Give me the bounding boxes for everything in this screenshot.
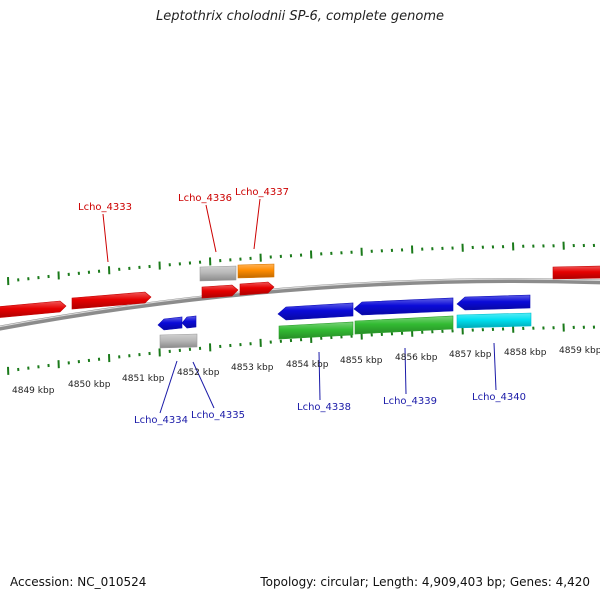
scale-label: 4853 kbp [231,363,274,373]
lcho-4334-connector [159,360,178,414]
feature-gray-1 [199,265,237,282]
scale-label: 4855 kbp [340,356,383,366]
feature-cyan-1 [456,312,532,329]
scale-label: 4850 kbp [68,380,111,390]
scale-labels: 4849 kbp 4850 kbp 4851 kbp 4852 kbp 4853 kbp… [12,346,600,396]
lcho-4339-connector [404,347,407,395]
feature-blue-5 [456,294,531,311]
feature-blue-4 [353,297,454,316]
lcho-4336-label[interactable]: Lcho_4336 [178,193,232,204]
accession-text: Accession: NC_010524 [10,575,147,589]
lcho-4338-label[interactable]: Lcho_4338 [297,402,351,413]
lcho-4340-label[interactable]: Lcho_4340 [472,392,526,403]
feature-track [0,263,600,349]
feature-blue-1 [157,316,183,331]
feature-green-2 [354,315,454,335]
lcho-4333-connector [102,213,109,263]
lcho-4338-connector [318,351,321,401]
scale-label: 4851 kbp [122,374,165,384]
feature-orange-1 [237,263,275,279]
lcho-4336-connector [205,204,217,253]
lcho-4337-label[interactable]: Lcho_4337 [235,187,289,198]
feature-red-5 [552,265,600,280]
label-connectors [102,198,497,414]
scale-label: 4858 kbp [504,348,547,358]
inner-tick-track [7,323,596,375]
feature-red-3 [201,284,239,299]
lcho-4335-connector [192,361,215,409]
scale-label: 4854 kbp [286,360,329,370]
scale-label: 4856 kbp [395,353,438,363]
feature-green-1 [278,321,354,340]
lcho-4333-label[interactable]: Lcho_4333 [78,202,132,213]
feature-red-4 [239,281,275,296]
lcho-4335-label[interactable]: Lcho_4335 [191,410,245,421]
feature-red-1 [0,300,67,318]
scale-label: 4852 kbp [177,368,220,378]
scale-label: 4849 kbp [12,386,55,396]
feature-blue-3 [277,302,354,321]
feature-red-2 [71,291,152,310]
genome-backbone-highlight [0,278,600,328]
scale-label: 4859 kbp [559,346,600,356]
lcho-4334-label[interactable]: Lcho_4334 [134,415,188,426]
lcho-4337-connector [253,198,261,250]
lcho-4340-connector [493,342,497,391]
feature-blue-2 [181,315,197,329]
scale-label: 4857 kbp [449,350,492,360]
topology-summary-text: Topology: circular; Length: 4,909,403 bp… [260,575,590,589]
genome-backbone [0,278,600,331]
map-title: Leptothrix cholodnii SP-6, complete geno… [156,9,444,24]
outer-tick-track [7,241,596,286]
feature-gray-2 [159,333,198,349]
lcho-4339-label[interactable]: Lcho_4339 [383,396,437,407]
